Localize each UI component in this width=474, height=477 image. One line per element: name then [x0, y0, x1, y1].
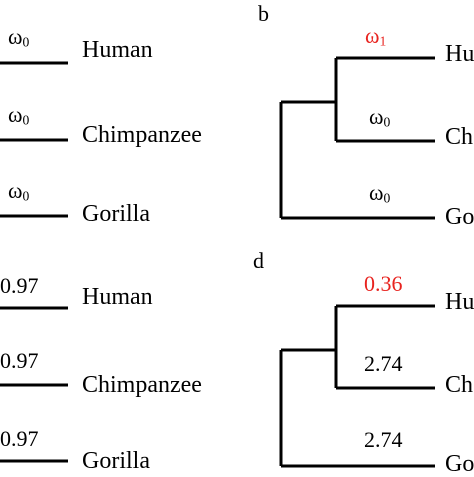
branch-value-c-chimpanzee: 0.97	[0, 348, 39, 373]
taxon-a-human: Human	[82, 37, 153, 63]
taxon-c-chimpanzee: Chimpanzee	[82, 372, 202, 398]
branch-label-a-human: ω0	[8, 24, 30, 50]
taxon-b-human: Hu	[445, 41, 474, 67]
taxon-a-chimpanzee: Chimpanzee	[82, 122, 202, 148]
taxon-c-gorilla: Gorilla	[82, 448, 150, 474]
branch-value-c-human: 0.97	[0, 273, 39, 298]
taxon-b-gorilla: Go	[445, 204, 474, 230]
branch-value-d-human: 0.36	[364, 271, 403, 296]
branch-value-d-gorilla: 2.74	[364, 427, 403, 452]
branch-value-d-chimpanzee: 2.74	[364, 351, 403, 376]
taxon-d-human: Hu	[445, 289, 474, 315]
branch-label-b-human: ω1	[365, 23, 387, 49]
taxon-b-chimpanzee: Ch	[445, 124, 474, 150]
panel-letter-b: b	[258, 1, 269, 26]
taxon-d-gorilla: Go	[445, 451, 474, 477]
branch-label-b-gorilla: ω0	[369, 180, 391, 206]
panel-letter-d: d	[253, 248, 264, 273]
branch-label-b-chimpanzee: ω0	[369, 104, 391, 130]
branch-label-a-gorilla: ω0	[8, 178, 30, 204]
branch-label-a-chimpanzee: ω0	[8, 102, 30, 128]
branch-value-c-gorilla: 0.97	[0, 426, 39, 451]
taxon-a-gorilla: Gorilla	[82, 201, 150, 227]
taxon-c-human: Human	[82, 284, 153, 310]
taxon-d-chimpanzee: Ch	[445, 372, 474, 398]
